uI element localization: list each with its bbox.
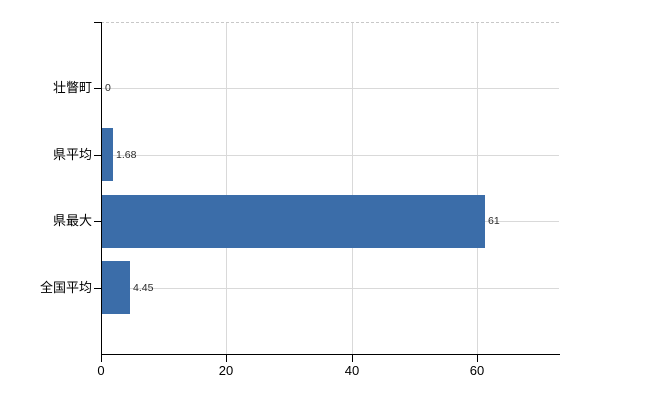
bar — [102, 261, 130, 314]
category-label: 全国平均 — [39, 280, 92, 295]
x-axis-tick — [477, 355, 478, 362]
category-label: 県平均 — [52, 147, 92, 162]
y-axis-tick — [94, 88, 101, 89]
plot-area — [101, 22, 559, 354]
x-axis — [101, 354, 560, 355]
y-axis-top-tick — [94, 22, 101, 23]
x-tick-label: 40 — [344, 363, 360, 378]
x-axis-tick — [226, 355, 227, 362]
bar-value-label: 1.68 — [116, 149, 137, 161]
bar-value-label: 61 — [488, 215, 500, 227]
y-axis-tick — [94, 155, 101, 156]
x-axis-tick — [101, 355, 102, 362]
v-gridline — [351, 23, 353, 354]
v-gridline — [477, 23, 479, 354]
category-label: 壮瞥町 — [52, 80, 92, 95]
h-gridline — [101, 288, 559, 289]
v-gridline — [226, 23, 228, 354]
x-axis-tick — [352, 355, 353, 362]
x-tick-label: 20 — [218, 363, 234, 378]
bar-value-label: 4.45 — [133, 282, 154, 294]
x-tick-label: 0 — [97, 363, 105, 378]
y-axis — [101, 22, 102, 354]
bar-value-label: 0 — [105, 82, 111, 94]
bar — [102, 128, 113, 181]
y-axis-tick — [94, 288, 101, 289]
h-gridline — [101, 88, 559, 89]
x-tick-label: 60 — [469, 363, 485, 378]
y-axis-tick — [94, 221, 101, 222]
h-gridline — [101, 155, 559, 156]
bar — [102, 195, 485, 248]
category-label: 県最大 — [52, 213, 92, 228]
